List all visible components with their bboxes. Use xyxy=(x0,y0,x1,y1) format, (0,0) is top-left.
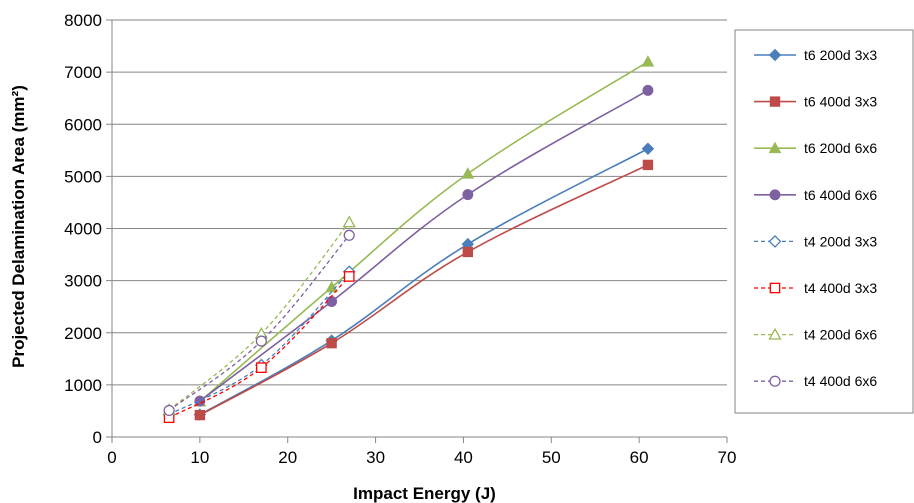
legend-label: t4 200d 3x3 xyxy=(804,233,877,249)
data-point xyxy=(195,410,204,419)
data-point xyxy=(256,336,266,346)
x-axis-title: Impact Energy (J) xyxy=(353,484,496,503)
y-tick-label: 3000 xyxy=(64,272,102,291)
y-tick-label: 6000 xyxy=(64,115,102,134)
data-point xyxy=(327,339,336,348)
y-tick-label: 1000 xyxy=(64,376,102,395)
data-point xyxy=(164,405,174,415)
data-point xyxy=(643,160,652,169)
x-tick-label: 60 xyxy=(630,448,649,467)
y-tick-label: 2000 xyxy=(64,324,102,343)
series-group xyxy=(164,56,654,422)
data-point xyxy=(642,56,653,66)
y-tick-label: 0 xyxy=(93,428,102,447)
legend: t6 200d 3x3 t6 400d 3x3 t6 200d 6x6 t6 400d… xyxy=(735,30,913,413)
series-0 xyxy=(194,143,653,420)
data-point xyxy=(345,272,354,281)
x-tick-label: 30 xyxy=(366,448,385,467)
gridlines xyxy=(112,20,727,385)
x-tick-label: 70 xyxy=(718,448,737,467)
series-7 xyxy=(164,230,354,415)
y-axis-title: Projected Delamination Area (mm²) xyxy=(9,85,28,368)
x-tick-label: 40 xyxy=(454,448,473,467)
y-tick-labels: 0 1000 2000 3000 4000 5000 6000 7000 8000 xyxy=(64,11,102,447)
legend-label: t6 400d 6x6 xyxy=(804,187,877,203)
legend-label: t6 200d 6x6 xyxy=(804,140,877,156)
data-point xyxy=(344,217,355,227)
legend-label: t4 400d 3x3 xyxy=(804,280,877,296)
y-tick-label: 4000 xyxy=(64,220,102,239)
x-tick-label: 20 xyxy=(278,448,297,467)
data-point xyxy=(462,168,473,178)
x-tick-label: 50 xyxy=(542,448,561,467)
data-point xyxy=(463,190,473,200)
x-tick-label: 10 xyxy=(190,448,209,467)
x-tick-label: 0 xyxy=(107,448,116,467)
series-3 xyxy=(195,85,653,406)
data-point xyxy=(643,85,653,95)
data-point xyxy=(257,363,266,372)
x-tick-labels: 0 10 20 30 40 50 60 70 xyxy=(107,448,736,467)
data-point xyxy=(344,230,354,240)
legend-box xyxy=(735,30,913,413)
legend-marker xyxy=(770,283,779,292)
series-1 xyxy=(195,160,652,420)
y-tick-label: 8000 xyxy=(64,11,102,30)
data-point xyxy=(463,247,472,256)
y-tick-label: 7000 xyxy=(64,63,102,82)
legend-label: t4 400d 6x6 xyxy=(804,373,877,389)
legend-label: t4 200d 6x6 xyxy=(804,327,877,343)
legend-marker xyxy=(770,190,780,200)
legend-marker xyxy=(770,376,780,386)
data-point xyxy=(642,143,653,154)
series-line xyxy=(200,90,648,401)
data-point xyxy=(327,297,337,307)
series-line xyxy=(200,149,648,415)
legend-label: t6 400d 3x3 xyxy=(804,94,877,110)
y-tick-label: 5000 xyxy=(64,167,102,186)
legend-label: t6 200d 3x3 xyxy=(804,47,877,63)
legend-marker xyxy=(770,97,779,106)
